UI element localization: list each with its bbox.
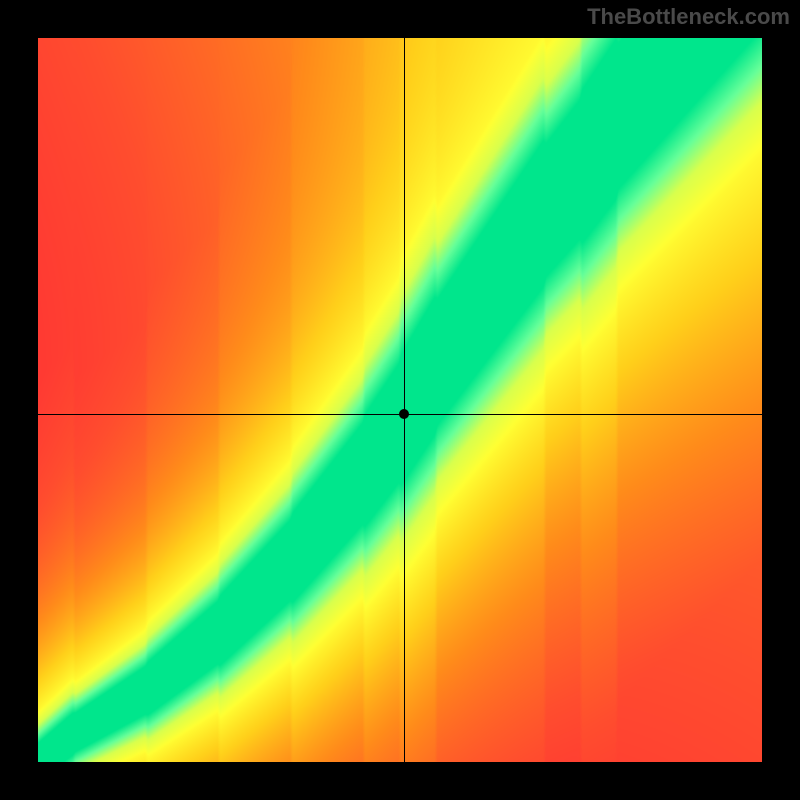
bottleneck-heatmap (38, 38, 762, 762)
crosshair-vertical (404, 38, 405, 762)
watermark: TheBottleneck.com (587, 4, 790, 30)
selection-marker (399, 409, 409, 419)
plot-area (38, 38, 762, 762)
